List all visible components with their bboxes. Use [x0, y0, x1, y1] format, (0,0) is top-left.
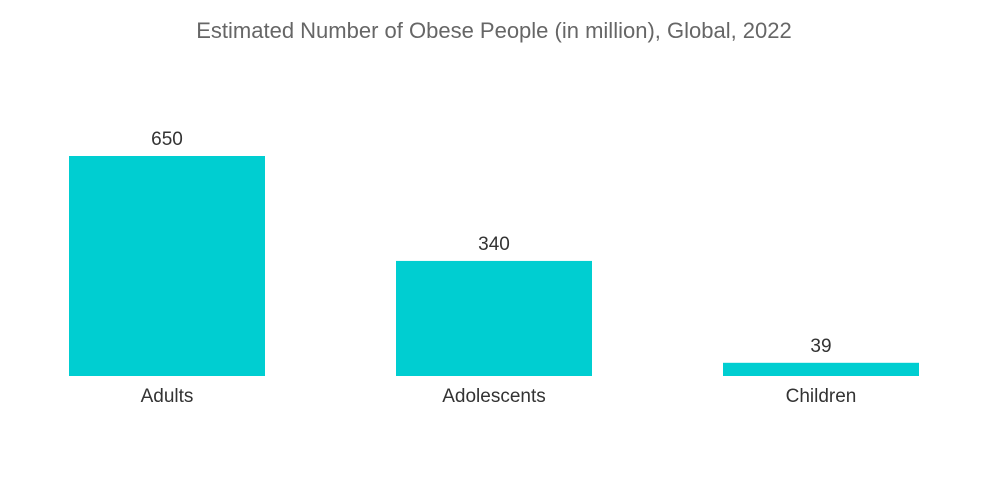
data-label-adults: 650: [151, 129, 183, 150]
category-label-children: Children: [786, 386, 857, 407]
category-label-adolescents: Adolescents: [442, 386, 546, 407]
chart-title: Estimated Number of Obese People (in mil…: [196, 18, 792, 43]
data-label-children: 39: [810, 336, 831, 357]
bar-adults: [69, 156, 265, 376]
data-label-adolescents: 340: [478, 234, 510, 255]
bar-children: [723, 362, 919, 376]
category-label-adults: Adults: [141, 386, 194, 407]
bar-adolescents: [396, 260, 592, 376]
labels-layer: 650 Adults 340 Adolescents 39 Children: [141, 129, 857, 407]
bars-layer: [69, 156, 919, 376]
